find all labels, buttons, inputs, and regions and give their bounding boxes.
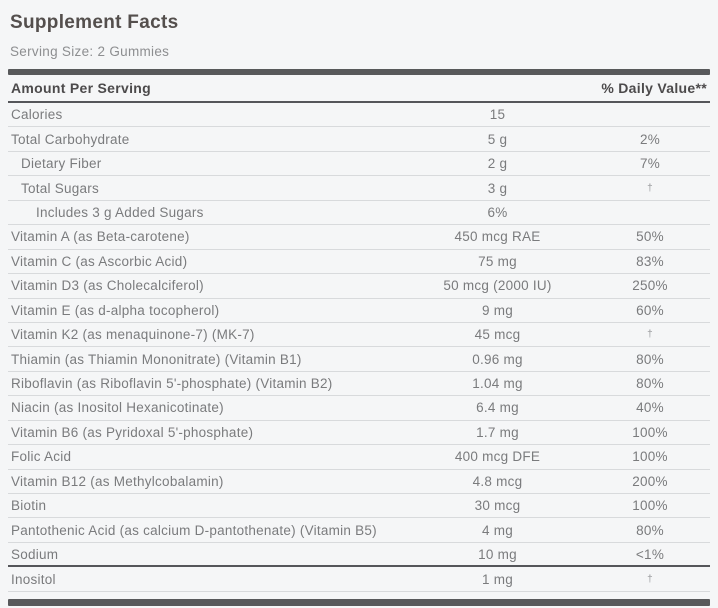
nutrient-amount: 400 mcg DFE <box>454 449 541 465</box>
nutrient-name: Riboflavin (as Riboflavin 5'-phosphate) … <box>11 376 333 392</box>
nutrient-amount: 4 mg <box>481 522 513 538</box>
nutrient-daily-value: 250% <box>632 278 668 294</box>
nutrient-name: Vitamin K2 (as menaquinone-7) (MK-7) <box>11 327 255 343</box>
nutrient-daily-value: † <box>647 573 653 585</box>
nutrient-name: Total Carbohydrate <box>11 131 130 147</box>
table-row: Sodium 10 mg <1% <box>8 543 710 568</box>
table-row: Total Sugars 3 g † <box>8 176 710 201</box>
nutrient-daily-value: † <box>647 182 653 194</box>
label-title: Supplement Facts <box>10 12 179 33</box>
nutrient-amount: 3 g <box>487 180 508 196</box>
nutrient-daily-value: 200% <box>632 473 668 489</box>
nutrient-amount: 4.8 mcg <box>472 473 523 489</box>
nutrient-daily-value: 2% <box>639 131 660 147</box>
nutrient-name: Folic Acid <box>11 449 72 465</box>
table-row: Vitamin C (as Ascorbic Acid) 75 mg 83% <box>8 250 710 275</box>
divider-bar-bottom <box>8 598 710 606</box>
nutrient-daily-value: 83% <box>636 253 664 269</box>
nutrient-name: Calories <box>11 107 63 123</box>
nutrient-amount: 10 mg <box>478 546 517 562</box>
table-row: Dietary Fiber 2 g 7% <box>8 152 710 177</box>
nutrient-name: Vitamin D3 (as Cholecalciferol) <box>11 278 204 294</box>
nutrient-name: Niacin (as Inositol Hexanicotinate) <box>11 400 224 416</box>
table-row: Vitamin B6 (as Pyridoxal 5'-phosphate) 1… <box>8 421 710 446</box>
table-row: Pantothenic Acid (as calcium D-pantothen… <box>8 518 710 543</box>
nutrient-name: Inositol <box>11 571 56 587</box>
column-header-amount-per-serving: Amount Per Serving <box>11 80 151 96</box>
table-row: Vitamin K2 (as menaquinone-7) (MK-7) 45 … <box>8 323 710 348</box>
column-header-daily-value: % Daily Value** <box>601 80 707 96</box>
nutrient-amount: 50 mcg (2000 IU) <box>443 278 552 294</box>
nutrient-name: Pantothenic Acid (as calcium D-pantothen… <box>11 522 377 538</box>
nutrient-daily-value: 80% <box>636 522 664 538</box>
table-row: Biotin 30 mcg 100% <box>8 494 710 519</box>
nutrient-name: Vitamin E (as d-alpha tocopherol) <box>11 302 220 318</box>
nutrient-amount: 15 <box>489 107 506 123</box>
nutrient-name: Vitamin B12 (as Methylcobalamin) <box>11 473 224 489</box>
nutrient-amount: 9 mg <box>481 302 513 318</box>
table-row: Folic Acid 400 mcg DFE 100% <box>8 445 710 470</box>
nutrient-daily-value: 80% <box>636 376 664 392</box>
nutrient-amount: 30 mcg <box>474 498 521 514</box>
nutrient-amount: 450 mcg RAE <box>454 229 541 245</box>
nutrient-daily-value: 50% <box>636 229 664 245</box>
table-row: Niacin (as Inositol Hexanicotinate) 6.4 … <box>8 396 710 421</box>
table-body: Calories 15 Total Carbohydrate 5 g 2% Di… <box>8 103 710 592</box>
nutrient-daily-value: † <box>647 329 653 341</box>
nutrient-daily-value: 60% <box>636 302 664 318</box>
divider-bar-top <box>8 69 710 75</box>
nutrient-amount: 75 mg <box>478 253 517 269</box>
nutrient-daily-value: <1% <box>635 546 665 562</box>
table-row: Vitamin B12 (as Methylcobalamin) 4.8 mcg… <box>8 470 710 494</box>
table-row: Vitamin E (as d-alpha tocopherol) 9 mg 6… <box>8 299 710 323</box>
nutrient-name: Sodium <box>11 546 59 562</box>
table-row: Inositol 1 mg † <box>8 567 710 592</box>
nutrient-name: Dietary Fiber <box>21 156 102 172</box>
nutrient-name: Thiamin (as Thiamin Mononitrate) (Vitami… <box>11 351 302 367</box>
nutrient-daily-value: 40% <box>636 400 664 416</box>
nutrient-name: Vitamin B6 (as Pyridoxal 5'-phosphate) <box>11 424 254 440</box>
nutrient-name: Includes 3 g Added Sugars <box>36 204 204 220</box>
nutrient-amount: 1.04 mg <box>472 376 523 392</box>
nutrient-amount: 6% <box>487 204 508 220</box>
nutrient-daily-value: 80% <box>636 351 664 367</box>
table-row: Includes 3 g Added Sugars 6% <box>8 201 710 226</box>
nutrient-daily-value: 100% <box>632 424 668 440</box>
nutrient-name: Total Sugars <box>21 180 100 196</box>
nutrient-amount: 1 mg <box>481 571 513 587</box>
nutrient-daily-value: 7% <box>639 156 660 172</box>
table-row: Vitamin D3 (as Cholecalciferol) 50 mcg (… <box>8 274 710 299</box>
nutrient-name: Biotin <box>11 498 47 514</box>
nutrient-daily-value: 100% <box>632 498 668 514</box>
nutrient-amount: 1.7 mg <box>476 424 519 440</box>
nutrient-amount: 6.4 mg <box>476 400 519 416</box>
nutrient-amount: 45 mcg <box>474 327 521 343</box>
nutrient-amount: 2 g <box>487 156 508 172</box>
table-row: Vitamin A (as Beta-carotene) 450 mcg RAE… <box>8 225 710 250</box>
table-header-row: Amount Per Serving % Daily Value** <box>8 75 710 103</box>
table-row: Calories 15 <box>8 103 710 128</box>
serving-size-text: Serving Size: 2 Gummies <box>10 44 170 59</box>
nutrient-amount: 0.96 mg <box>472 351 523 367</box>
nutrient-name: Vitamin C (as Ascorbic Acid) <box>11 253 188 269</box>
nutrient-daily-value: 100% <box>632 449 668 465</box>
table-row: Riboflavin (as Riboflavin 5'-phosphate) … <box>8 372 710 397</box>
table-row: Total Carbohydrate 5 g 2% <box>8 127 710 152</box>
nutrient-amount: 5 g <box>487 131 508 147</box>
table-row: Thiamin (as Thiamin Mononitrate) (Vitami… <box>8 347 710 372</box>
nutrient-name: Vitamin A (as Beta-carotene) <box>11 229 190 245</box>
